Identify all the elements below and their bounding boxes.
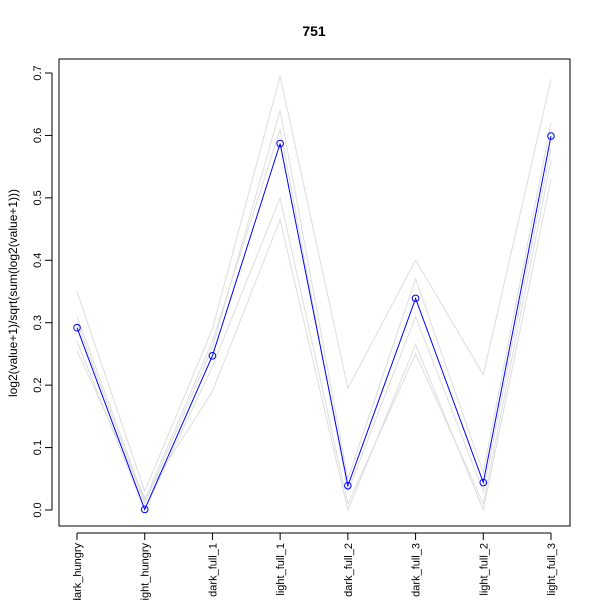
y-tick-label: 0.7 bbox=[32, 65, 44, 80]
highlight-series-group bbox=[73, 132, 555, 514]
x-tick-label: light_full_1 bbox=[275, 543, 287, 596]
data-point bbox=[479, 478, 488, 487]
chart-title: 751 bbox=[302, 23, 326, 39]
y-tick-label: 0.2 bbox=[32, 377, 44, 392]
x-tick-label: light_full_3 bbox=[546, 543, 558, 596]
series-line-background bbox=[76, 110, 552, 506]
y-tick-label: 0.0 bbox=[32, 502, 44, 517]
y-tick-label: 0.1 bbox=[32, 440, 44, 455]
y-tick-label: 0.4 bbox=[32, 253, 44, 268]
x-tick-label: dark_full_2 bbox=[343, 543, 355, 597]
data-point bbox=[140, 505, 149, 514]
y-axis: 0.0 0.1 0.2 0.3 0.4 0.5 0.6 0.7 bbox=[32, 65, 53, 518]
data-point bbox=[208, 352, 217, 360]
data-point bbox=[344, 481, 352, 490]
data-point bbox=[73, 323, 81, 332]
x-tick-label: dark_full_3 bbox=[411, 543, 423, 597]
x-tick-label: dark_hungry bbox=[72, 543, 84, 600]
series-line-background bbox=[76, 160, 552, 512]
plot-frame bbox=[58, 58, 571, 527]
y-tick-label: 0.6 bbox=[32, 128, 44, 143]
series-line-highlight bbox=[76, 136, 552, 511]
background-series-group bbox=[76, 75, 552, 512]
data-point bbox=[411, 294, 420, 303]
series-line-background bbox=[76, 129, 552, 502]
y-tick-label: 0.3 bbox=[32, 315, 44, 330]
x-axis: dark_hungry light_hungry dark_full_1 light_… bbox=[72, 532, 558, 600]
data-point bbox=[276, 139, 284, 148]
series-line-background bbox=[76, 75, 552, 493]
x-tick-label: light_full_2 bbox=[478, 543, 490, 596]
data-point bbox=[547, 132, 555, 140]
y-axis-label: log2(value+1)/sqrt(sum(log2(value+1))) bbox=[6, 189, 20, 397]
series-line-background bbox=[76, 178, 552, 512]
x-tick-label: dark_full_1 bbox=[207, 543, 219, 597]
y-tick-label: 0.5 bbox=[32, 190, 44, 205]
x-tick-label: light_hungry bbox=[140, 543, 152, 600]
